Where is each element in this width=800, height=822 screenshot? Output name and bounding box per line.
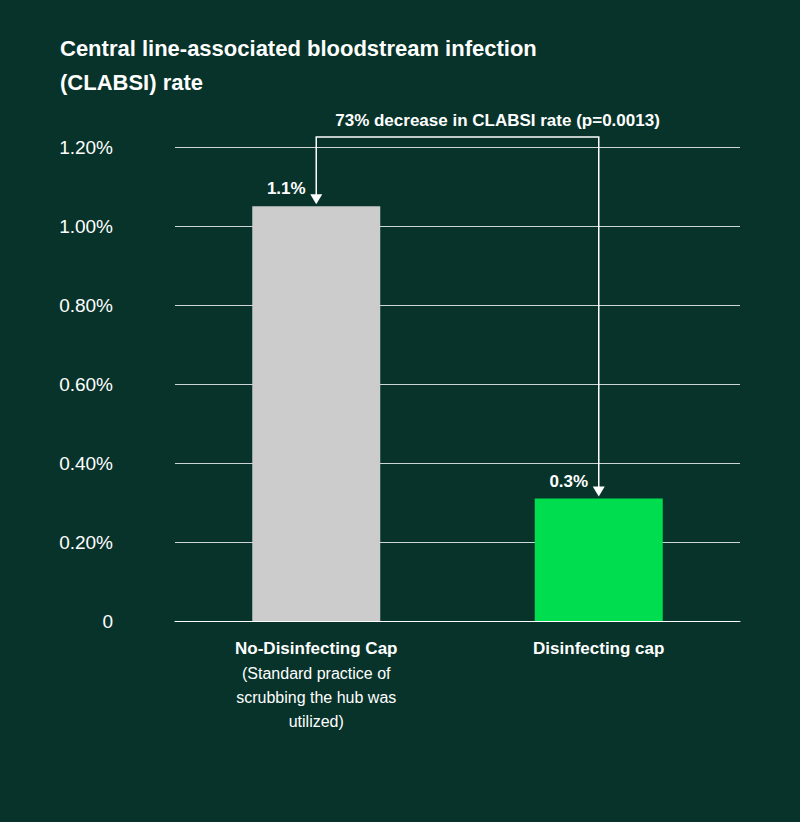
svg-text:73% decrease in CLABSI rate (p: 73% decrease in CLABSI rate (p=0.0013) — [335, 111, 660, 130]
svg-text:No-Disinfecting Cap: No-Disinfecting Cap — [235, 639, 397, 658]
svg-text:utilized): utilized) — [289, 713, 344, 730]
svg-text:0.40%: 0.40% — [59, 453, 113, 474]
svg-text:0.20%: 0.20% — [59, 532, 113, 553]
svg-text:0.60%: 0.60% — [59, 374, 113, 395]
svg-text:0: 0 — [102, 611, 113, 632]
svg-text:Central line-associated bloods: Central line-associated bloodstream infe… — [60, 36, 537, 61]
svg-text:Disinfecting cap: Disinfecting cap — [533, 639, 664, 658]
svg-text:scrubbing the hub was: scrubbing the hub was — [236, 689, 396, 706]
svg-text:1.20%: 1.20% — [59, 137, 113, 158]
svg-text:0.80%: 0.80% — [59, 295, 113, 316]
svg-text:1.00%: 1.00% — [59, 216, 113, 237]
svg-text:(Standard practice of: (Standard practice of — [242, 665, 391, 682]
svg-text:0.3%: 0.3% — [549, 472, 588, 491]
svg-text:1.1%: 1.1% — [267, 179, 306, 198]
svg-text:(CLABSI) rate: (CLABSI) rate — [60, 70, 203, 95]
